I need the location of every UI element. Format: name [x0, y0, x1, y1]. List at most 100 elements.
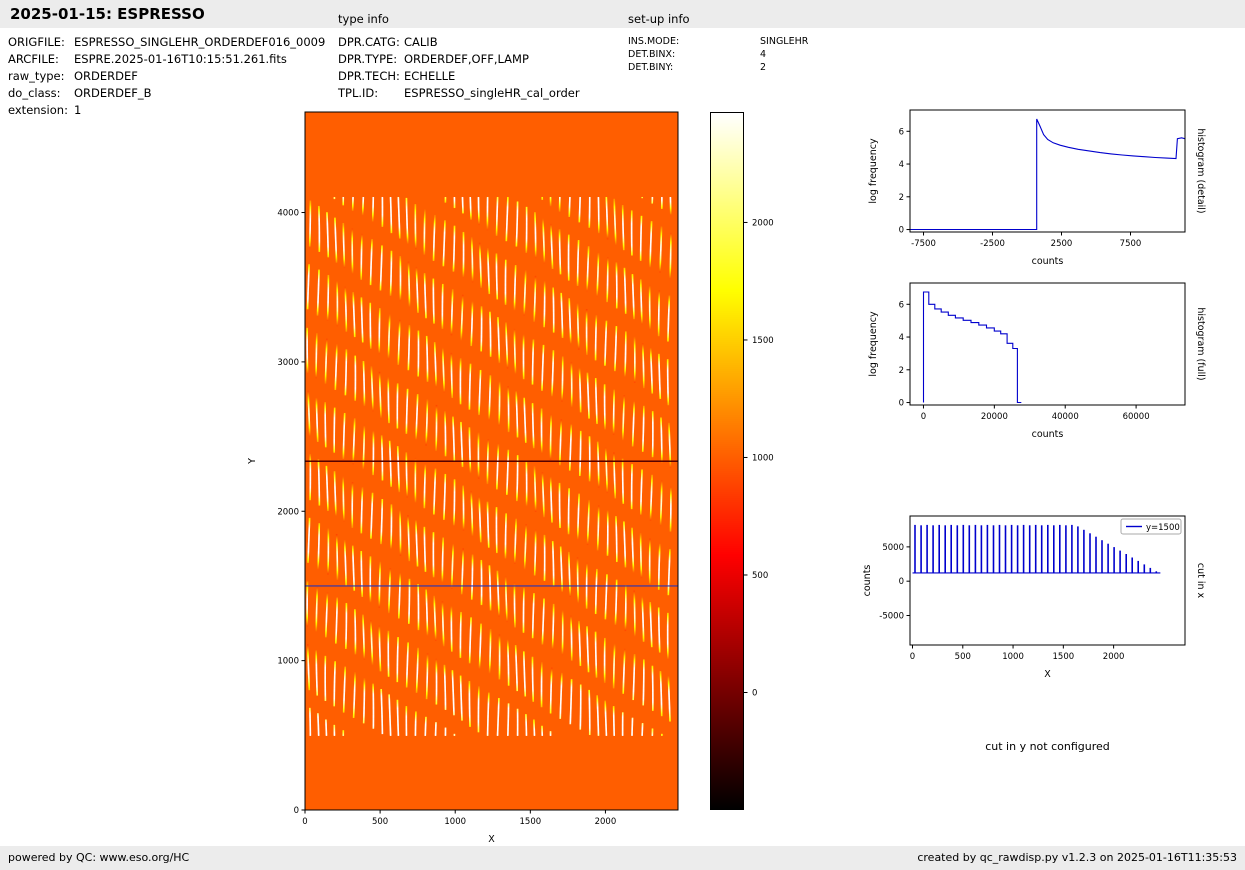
metadata-label: DET.BINX:: [628, 49, 676, 60]
metadata-value: ORDERDEF: [74, 69, 138, 83]
cut_x-legend: [1120, 518, 1182, 535]
main_image-y-tick-label: 0: [294, 806, 299, 816]
main_image-y-tick-label: 3000: [277, 358, 299, 368]
metadata-value: ECHELLE: [404, 69, 456, 83]
metadata-value: SINGLEHR: [760, 36, 809, 47]
colorbar-axis: 0 500 1000 1500 2000: [744, 218, 774, 698]
hist_detail-x-tick-label: -2500: [980, 239, 1005, 249]
plot-hist_full: 0 20000 40000 60000 0 2 4 6 counts log frequency h…: [868, 282, 1206, 440]
hist_full-x-axis-label: counts: [1032, 429, 1064, 440]
hist_detail-y-axis-label: log frequency: [868, 138, 879, 204]
metadata-label: extension:: [8, 103, 68, 117]
type-info-block: DPR.CATG: CALIB DPR.TYPE: ORDERDEF,OFF,LAM…: [338, 34, 580, 102]
metadata-value: 2: [760, 62, 767, 73]
hist_detail-y-tick-label: 2: [899, 193, 904, 203]
metadata-row: ARCFILE: ESPRE.2025-01-16T10:15:51.261.fi…: [8, 51, 325, 68]
hist_detail-x-tick-label: -7500: [911, 239, 936, 249]
hist_detail-x-tick-label: 2500: [1051, 239, 1073, 249]
cut_x-x-tick-label: 500: [955, 652, 971, 662]
cut_x-y-tick-label: 5000: [882, 543, 904, 553]
type-info-heading: type info: [338, 12, 389, 26]
cut_x-right-label: cut in x: [1195, 563, 1206, 599]
hist_full-y-tick-label: 6: [899, 300, 904, 310]
cut_x-x-tick-label: 1000: [1002, 652, 1024, 662]
footer-credit: powered by QC: www.eso.org/HC: [8, 851, 190, 864]
metadata-label: DPR.TECH:: [338, 69, 400, 83]
file-info-block: ORIGFILE: ESPRESSO_SINGLEHR_ORDERDEF016_0…: [8, 34, 325, 119]
metadata-label: raw_type:: [8, 69, 65, 83]
main_image-y-tick-label: 4000: [277, 209, 299, 219]
metadata-row: raw_type: ORDERDEF: [8, 68, 325, 85]
metadata-label: do_class:: [8, 86, 61, 100]
hist_full-x-tick-label: 40000: [1052, 412, 1079, 422]
setup-info-block: INS.MODE: SINGLEHR DET.BINX: 4 DET.BINY: 2: [628, 35, 808, 74]
hist_full-x-tick-label: 0: [921, 412, 926, 422]
metadata-value: 1: [74, 103, 82, 117]
metadata-value: ORDERDEF_B: [74, 86, 152, 100]
metadata-value: ESPRESSO_SINGLEHR_ORDERDEF016_0009: [74, 35, 326, 49]
metadata-row: DET.BINX: 4: [628, 48, 808, 61]
metadata-label: INS.MODE:: [628, 36, 680, 47]
main_image-x-tick-label: 1000: [444, 817, 466, 827]
hist_detail-y-tick-label: 6: [899, 127, 904, 137]
cut-in-y-note: cut in y not configured: [985, 740, 1110, 753]
hist_full-right-label: histogram (full): [1195, 307, 1206, 380]
metadata-label: TPL.ID:: [338, 86, 379, 100]
setup-info-heading: set-up info: [628, 12, 690, 26]
metadata-value: ORDERDEF,OFF,LAMP: [404, 52, 529, 66]
hist_full-x-tick-label: 20000: [981, 412, 1008, 422]
hist_full-data-line: [922, 291, 1022, 404]
page-title: 2025-01-15: ESPRESSO: [10, 5, 205, 23]
metadata-row: ORIGFILE: ESPRESSO_SINGLEHR_ORDERDEF016_0…: [8, 34, 325, 51]
metadata-value: 4: [760, 49, 767, 60]
main_image-x-tick-label: 0: [302, 817, 307, 827]
main_image-x-tick-label: 500: [372, 817, 388, 827]
metadata-row: do_class: ORDERDEF_B: [8, 85, 325, 102]
hist_detail-x-axis-label: counts: [1032, 256, 1064, 267]
hist_full-y-tick-label: 2: [899, 366, 904, 376]
plot-hist_detail: -7500 -2500 2500 7500 0 2 4 6 counts log frequenc…: [868, 109, 1206, 267]
header-bar: 2025-01-15: ESPRESSO type info set-up in…: [0, 0, 1245, 28]
metadata-row: extension: 1: [8, 102, 325, 119]
raw-frame-plot: [305, 112, 678, 810]
footer-bar: powered by QC: www.eso.org/HC created by…: [0, 846, 1245, 870]
colorbar-tick-label: 2000: [752, 218, 774, 228]
hist_full-y-axis-label: log frequency: [868, 311, 879, 377]
hist_detail-frame: [909, 109, 1186, 233]
footer-created-by: created by qc_rawdisp.py v1.2.3 on 2025-…: [917, 851, 1237, 864]
main_image-x-tick-label: 2000: [595, 817, 617, 827]
metadata-label: DPR.CATG:: [338, 35, 400, 49]
hist_full-y-tick-label: 4: [899, 333, 904, 343]
metadata-row: DPR.TECH: ECHELLE: [338, 68, 580, 85]
main_image-y-axis-label: Y: [247, 458, 258, 465]
cut_x-frame: [909, 515, 1186, 646]
colorbar-tick-label: 1500: [752, 336, 774, 346]
colorbar-tick-label: 500: [752, 571, 768, 581]
main_image-x-axis-label: X: [488, 834, 495, 845]
colorbar: [710, 112, 744, 810]
echelle-raster-image: [305, 112, 678, 810]
main_image-x-tick-label: 1500: [520, 817, 542, 827]
cut_x-x-tick-label: 1500: [1053, 652, 1075, 662]
hist_detail-right-label: histogram (detail): [1195, 128, 1206, 213]
metadata-row: DPR.TYPE: ORDERDEF,OFF,LAMP: [338, 51, 580, 68]
main_image-y-tick-label: 2000: [277, 507, 299, 517]
metadata-value: ESPRESSO_singleHR_cal_order: [404, 86, 580, 100]
hist_full-x-tick-label: 60000: [1123, 412, 1150, 422]
metadata-label: DET.BINY:: [628, 62, 674, 73]
hist_detail-y-tick-label: 0: [899, 226, 904, 236]
metadata-row: DET.BINY: 2: [628, 61, 808, 74]
colorbar-tick-label: 1000: [752, 453, 774, 463]
cut_x-y-axis-label: counts: [862, 565, 873, 597]
metadata-value: ESPRE.2025-01-16T10:15:51.261.fits: [74, 52, 287, 66]
metadata-label: ORIGFILE:: [8, 35, 65, 49]
main_image-y-tick-label: 1000: [277, 657, 299, 667]
colorbar-tick-label: 0: [752, 688, 757, 698]
metadata-row: TPL.ID: ESPRESSO_singleHR_cal_order: [338, 85, 580, 102]
cut_x-x-tick-label: 2000: [1103, 652, 1125, 662]
metadata-label: ARCFILE:: [8, 52, 59, 66]
hist_full-y-tick-label: 0: [899, 399, 904, 409]
metadata-row: DPR.CATG: CALIB: [338, 34, 580, 51]
